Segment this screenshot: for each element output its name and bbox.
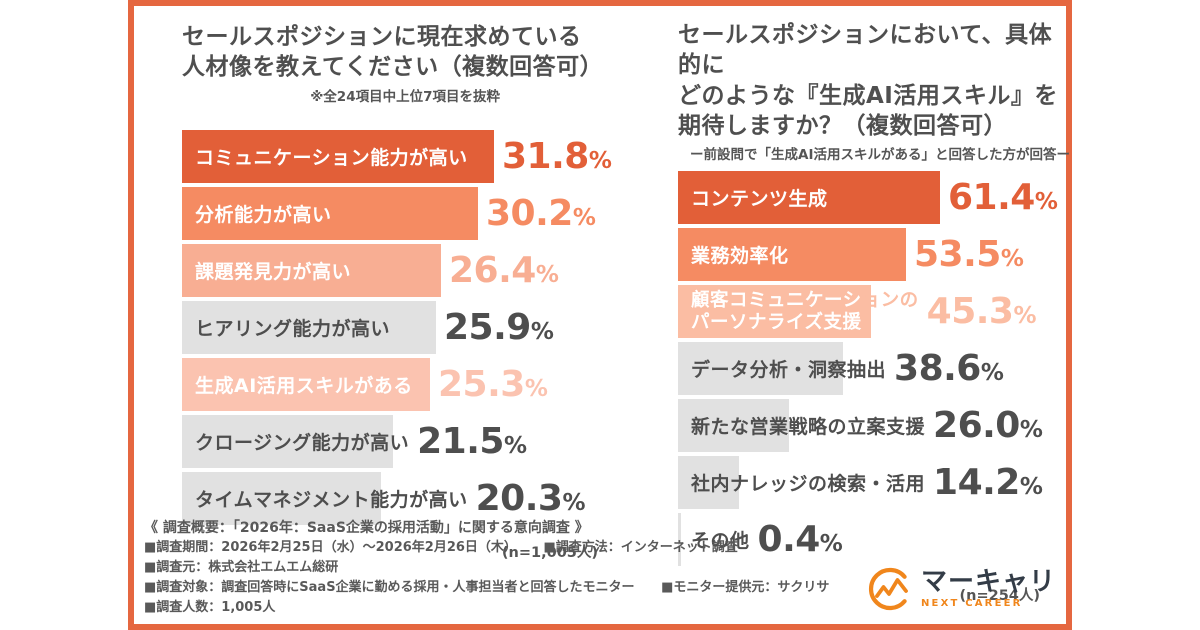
right-chart-title-line3: 期待しますか？（複数回答可）	[678, 113, 1007, 140]
right-chart-title-line2: どのような『生成AI活用スキル』を	[678, 82, 1058, 109]
survey-target: ■調査対象：調査回答時にSaaS企業に勤める採用・人事担当者と回答したモニター	[144, 580, 635, 595]
bar-value: 31.8%	[502, 135, 612, 177]
bar	[182, 300, 436, 354]
bar-value: 25.9%	[444, 306, 554, 348]
logo-name: マーキャリ	[920, 566, 1056, 597]
survey-monitor-provider: ■モニター提供元：サクリサ	[661, 580, 830, 595]
left-chart-title-line2: 人材像を教えてください（複数回答可）	[182, 54, 604, 81]
bar-value: 53.5%	[914, 234, 1024, 276]
survey-source: ■調査元：株式会社エムエム総研	[144, 560, 339, 575]
survey-overview-line2: ■調査対象：調査回答時にSaaS企業に勤める採用・人事担当者と回答したモニター …	[144, 578, 914, 618]
bar-value: 21.5%	[417, 420, 527, 462]
survey-overview-line1: ■調査期間：2026年2月25日（水）〜2026年2月26日（木） ■調査方法：…	[144, 538, 914, 578]
bar-label: 新たな営業戦略の立案支援	[691, 416, 926, 439]
survey-overview: 《 調査概要：「2026年：SaaS企業の採用活動」に関する意向調査 》 ■調査…	[144, 518, 914, 618]
bar-label: 顧客コミュニケーションの パーソナライズ支援	[678, 290, 919, 333]
bar	[678, 456, 739, 510]
bar-label: ヒアリング能力が高い	[195, 317, 391, 340]
bar-row: データ分析・洞察抽出 38.6%	[678, 342, 1070, 396]
bar	[678, 228, 906, 282]
bar	[182, 414, 393, 468]
bar	[182, 186, 478, 240]
bar-label: コンテンツ生成	[691, 188, 828, 211]
bar-value: 38.6%	[894, 348, 1004, 390]
bar	[678, 171, 940, 225]
bar-label: 業務効率化	[691, 245, 789, 268]
bar-value: 20.3%	[475, 477, 586, 519]
bar	[678, 342, 843, 396]
left-chart: セールスポジションに現在求めている 人材像を教えてください（複数回答可） ※全2…	[182, 22, 652, 562]
survey-method: ■調査方法：インターネット調査	[543, 540, 738, 555]
bar	[678, 513, 681, 567]
logo-subtitle: NEXT CAREER	[920, 598, 1023, 610]
logo-text: マーキャリ NEXT CAREER	[920, 566, 1056, 610]
bar-row: タイムマネジメント能力が高い 20.3%	[182, 471, 652, 525]
bar-label-line2: パーソナライズ支援	[691, 311, 862, 333]
right-chart-bars: コンテンツ生成 61.4% 業務効率化 53.5% 顧客コミュニケーションの パ…	[678, 171, 1070, 567]
bar	[182, 243, 441, 297]
bar-row: ヒアリング能力が高い 25.9%	[182, 300, 652, 354]
bar-value: 14.2%	[933, 462, 1043, 504]
bar-row: クロージング能力が高い 21.5%	[182, 414, 652, 468]
bar-label-line1: 顧客コミュニケーションの	[691, 290, 919, 312]
right-sample-size: (n=254人)	[959, 588, 1041, 605]
bar	[182, 471, 381, 525]
bar	[678, 285, 871, 339]
bar-label: クロージング能力が高い	[195, 431, 410, 454]
bar	[182, 129, 494, 183]
bar-row: 社内ナレッジの検索・活用 14.2%	[678, 456, 1070, 510]
right-chart-title-line1: セールスポジションにおいて、具体的に	[678, 22, 1053, 79]
logo-chart-circle-icon	[868, 567, 908, 611]
bar-label: データ分析・洞察抽出	[691, 359, 887, 382]
bar-value: 30.2%	[486, 192, 596, 234]
survey-respondents: ■調査人数：1,005人	[144, 600, 276, 615]
bar-value: 0.4%	[757, 519, 843, 561]
right-chart-title: セールスポジションにおいて、具体的に どのような『生成AI活用スキル』を 期待し…	[678, 20, 1070, 141]
bar-value: 45.3%	[926, 291, 1037, 333]
bar-row: その他 0.4%	[678, 513, 1070, 567]
bar-label: コミュニケーション能力が高い	[195, 146, 468, 169]
right-chart: セールスポジションにおいて、具体的に どのような『生成AI活用スキル』を 期待し…	[678, 20, 1070, 605]
bar-value: 25.3%	[438, 363, 548, 405]
bar-label: 課題発見力が高い	[195, 260, 352, 283]
left-chart-bars: コミュニケーション能力が高い 31.8% 分析能力が高い 30.2% 課題発見力…	[182, 129, 652, 525]
bar-row: 生成AI活用スキルがある 25.3%	[182, 357, 652, 411]
bar-value: 26.0%	[933, 405, 1043, 447]
bar-row: コンテンツ生成 61.4%	[678, 171, 1070, 225]
survey-period: ■調査期間：2026年2月25日（水）〜2026年2月26日（木）	[144, 540, 517, 555]
left-sample-size: (n=1,005人)	[501, 544, 598, 561]
bar-value: 61.4%	[948, 177, 1058, 219]
bar	[182, 357, 430, 411]
bar-label: その他	[691, 530, 750, 553]
bar-label: 社内ナレッジの検索・活用	[691, 473, 926, 496]
macareer-logo: マーキャリ NEXT CAREER	[867, 566, 1056, 612]
bar-row: 分析能力が高い 30.2%	[182, 186, 652, 240]
survey-overview-heading: 《 調査概要：「2026年：SaaS企業の採用活動」に関する意向調査 》	[144, 520, 589, 536]
right-chart-note: ー前設問で「生成AI活用スキルがある」と回答した方が回答ー	[690, 147, 1070, 164]
bar-label: 分析能力が高い	[195, 203, 332, 226]
bar-value: 26.4%	[449, 249, 559, 291]
left-chart-note: ※全24項目中上位7項目を抜粋	[310, 88, 500, 105]
infographic-card: セールスポジションに現在求めている 人材像を教えてください（複数回答可） ※全2…	[128, 0, 1072, 630]
bar-label: 生成AI活用スキルがある	[195, 374, 413, 397]
bar-row: 課題発見力が高い 26.4%	[182, 243, 652, 297]
bar-row: コミュニケーション能力が高い 31.8%	[182, 129, 652, 183]
bar-label: タイムマネジメント能力が高い	[195, 488, 468, 511]
bar-row: 顧客コミュニケーションの パーソナライズ支援 45.3%	[678, 285, 1070, 339]
bar-row: 業務効率化 53.5%	[678, 228, 1070, 282]
left-chart-title: セールスポジションに現在求めている 人材像を教えてください（複数回答可）	[182, 22, 652, 83]
left-chart-title-line1: セールスポジションに現在求めている	[182, 24, 582, 50]
bar	[678, 399, 789, 453]
bar-row: 新たな営業戦略の立案支援 26.0%	[678, 399, 1070, 453]
